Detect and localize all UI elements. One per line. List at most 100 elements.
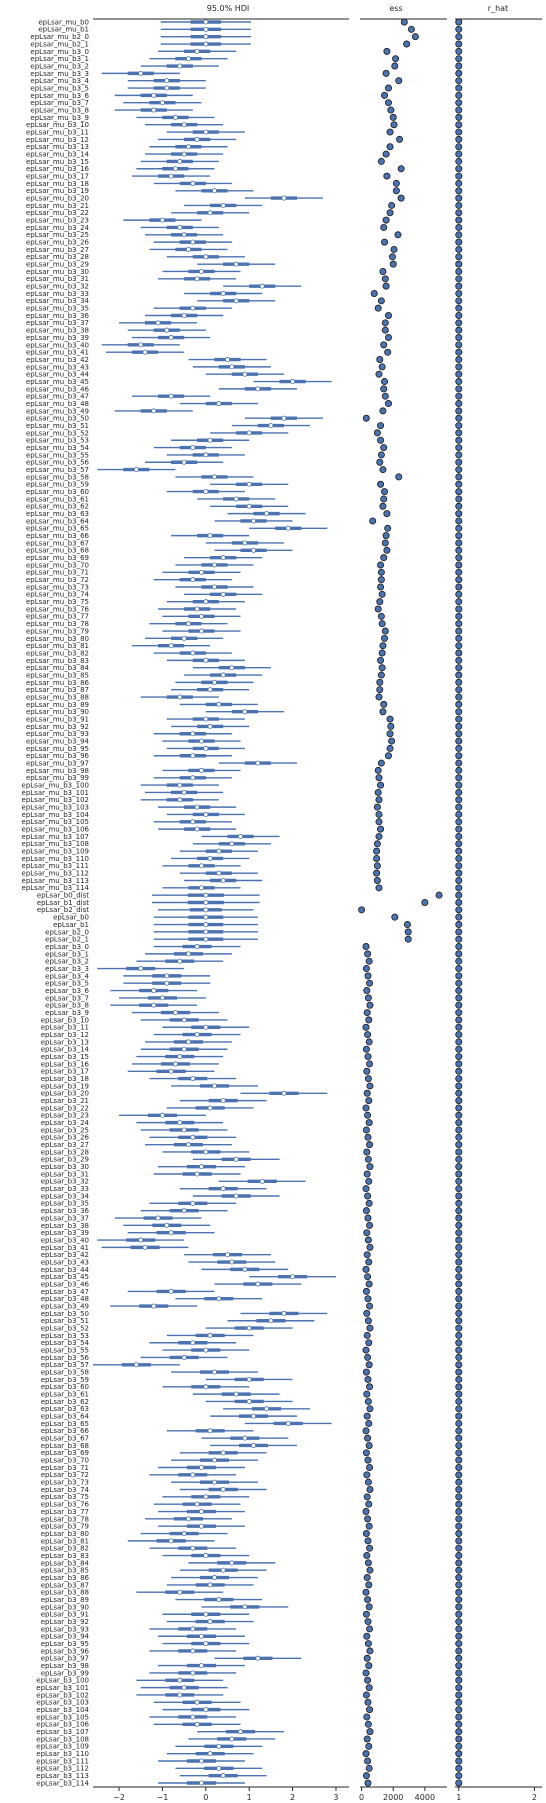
mean-marker [181, 122, 187, 128]
ess-point [362, 1691, 370, 1699]
ess-point [363, 1552, 371, 1560]
param-label: epLsar_mu_b3_103 [22, 804, 89, 812]
param-label: epLsar_mu_b3_44 [26, 371, 90, 379]
mean-marker [194, 804, 200, 810]
rhat-point [455, 1500, 463, 1508]
rhat-point [455, 451, 463, 459]
ess-point [384, 84, 392, 92]
ess-point [394, 231, 402, 239]
ess-point [377, 436, 385, 444]
param-label: epLsar_mu_b3_29 [26, 261, 89, 269]
mean-marker [220, 672, 226, 678]
param-label: epLsar_b3_104 [36, 1706, 89, 1714]
rhat-point [455, 590, 463, 598]
mean-marker [251, 547, 257, 553]
param-label: epLsar_b3_73 [41, 1479, 89, 1487]
rhat-point [455, 1273, 463, 1281]
tick-label: 2 [532, 1793, 537, 1802]
rhat-point [455, 612, 463, 620]
param-label: epLsar_mu_b3_104 [22, 811, 90, 819]
mean-marker [177, 1054, 183, 1060]
param-label: epLsar_b3_22 [41, 1104, 89, 1112]
rhat-point [455, 1221, 463, 1229]
rhat-point [455, 223, 463, 231]
rhat-point [455, 84, 463, 92]
rhat-point [455, 678, 463, 686]
ess-point [365, 1119, 373, 1127]
mean-marker [203, 716, 209, 722]
param-label: epLsar_b1 [53, 921, 89, 929]
ess-point [388, 201, 396, 209]
rhat-point [455, 1522, 463, 1530]
param-label: epLsar_mu_b3_34 [26, 297, 90, 305]
rhat-point [455, 179, 463, 187]
param-label: epLsar_mu_b3_42 [26, 356, 89, 364]
param-label: epLsar_b3_13 [41, 1038, 89, 1046]
mean-marker [164, 973, 170, 979]
rhat-point [455, 209, 463, 217]
rhat-point [455, 1610, 463, 1618]
ess-point [366, 1141, 374, 1149]
ess-point [381, 488, 389, 496]
ess-point [390, 245, 398, 253]
ess-point [362, 1772, 370, 1780]
ess-point [366, 1706, 374, 1714]
rhat-point [455, 840, 463, 848]
rhat-point [455, 1060, 463, 1068]
ess-point [404, 928, 412, 936]
param-label: epLsar_b3_101 [36, 1684, 89, 1692]
param-label: epLsar_mu_b3_78 [26, 620, 89, 628]
rhat-point [455, 1449, 463, 1457]
param-label: epLsar_b3_5 [45, 980, 89, 988]
mean-marker [177, 158, 183, 164]
mean-marker [155, 320, 161, 326]
mean-marker [281, 415, 287, 421]
rhat-point [455, 656, 463, 664]
param-label: epLsar_b2_0 [45, 928, 89, 936]
rhat-point [455, 289, 463, 297]
rhat-point [455, 253, 463, 261]
param-label: epLsar_b3_0 [45, 943, 89, 951]
ess-points [358, 18, 443, 1787]
ess-point [358, 906, 366, 914]
param-label: epLsar_mu_b3_55 [26, 451, 89, 459]
param-label: epLsar_b3_1 [45, 950, 89, 958]
param-label: epLsar_mu_b3_61 [26, 495, 89, 503]
mean-marker [225, 1252, 231, 1258]
rhat-point [455, 1632, 463, 1640]
rhat-point [455, 113, 463, 121]
ess-point [383, 47, 391, 55]
mean-marker [264, 511, 270, 517]
rhat-point [455, 1588, 463, 1596]
rhat-point [455, 429, 463, 437]
ess-point [382, 282, 390, 290]
ess-point [364, 1757, 372, 1765]
param-label: epLsar_b3_81 [41, 1537, 89, 1545]
mean-marker [168, 1538, 174, 1544]
ess-point [362, 1185, 370, 1193]
mean-marker [220, 1450, 226, 1456]
ess-point [383, 172, 391, 180]
ess-point [381, 539, 389, 547]
parameter-labels: epLsar_mu_b0epLsar_mu_b1epLsar_mu_b2_0ep… [22, 18, 90, 1787]
mean-marker [246, 430, 252, 436]
ess-point [363, 1067, 371, 1075]
ess-point [363, 1170, 371, 1178]
param-label: epLsar_mu_b3_39 [26, 334, 89, 342]
ess-point [400, 18, 408, 26]
param-label: epLsar_mu_b3_105 [22, 818, 89, 826]
mean-marker [168, 335, 174, 341]
ess-point [386, 744, 394, 752]
param-label: epLsar_mu_b3_88 [26, 693, 89, 701]
ess-point [378, 620, 386, 628]
ess-point [392, 179, 400, 187]
mean-marker [229, 1259, 235, 1265]
ess-point [380, 495, 388, 503]
ess-point [364, 1676, 372, 1684]
ess-point [362, 1265, 370, 1273]
param-label: epLsar_b3_35 [41, 1200, 89, 1208]
param-label: epLsar_b3_57 [41, 1361, 89, 1369]
param-label: epLsar_b3_46 [41, 1280, 90, 1288]
param-label: epLsar_b3_89 [41, 1596, 89, 1604]
mean-marker [211, 1083, 217, 1089]
